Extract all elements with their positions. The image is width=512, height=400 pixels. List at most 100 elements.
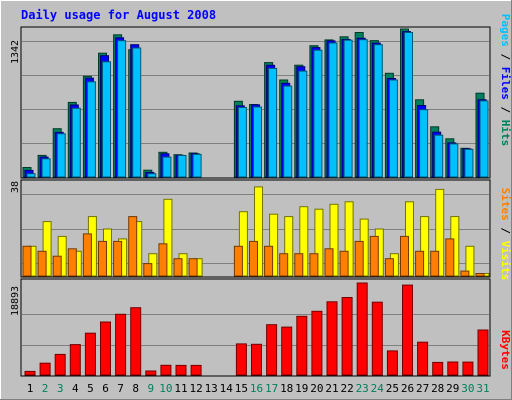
bar-pages-day-5	[86, 81, 96, 178]
bar-sites-day-26	[400, 235, 409, 277]
bar-kbytes-day-11	[175, 364, 187, 376]
bar-kbytes-day-20	[311, 310, 323, 376]
bar-pages-day-21	[328, 42, 338, 178]
x-tick-label-day-1: 1	[27, 382, 34, 395]
legend-kbytes: KBytes	[499, 330, 512, 370]
x-tick-label-day-31: 31	[476, 382, 489, 395]
bar-visits-day-15	[238, 211, 248, 277]
x-tick-label-day-29: 29	[446, 382, 459, 395]
bar-sites-day-10	[158, 243, 168, 277]
bar-visits-day-28	[435, 188, 445, 277]
bar-kbytes-day-15	[235, 343, 247, 376]
bar-pages-day-26	[404, 32, 413, 178]
x-tick-label-day-5: 5	[87, 382, 94, 395]
bar-kbytes-day-1	[24, 370, 36, 376]
bar-kbytes-day-18	[281, 326, 293, 376]
bar-sites-day-11	[173, 258, 183, 277]
x-tick-label-day-7: 7	[117, 382, 124, 395]
bar-pages-day-20	[313, 49, 323, 178]
bar-kbytes-day-12	[190, 364, 202, 376]
bar-kbytes-day-29	[447, 361, 459, 376]
bar-visits-day-27	[420, 216, 430, 277]
ymax-label-visits: 38	[10, 181, 21, 193]
bar-kbytes-day-17	[266, 324, 278, 376]
bar-pages-day-24	[373, 44, 383, 178]
bar-visits-day-21	[329, 203, 339, 277]
bar-sites-day-2	[37, 250, 47, 277]
bar-kbytes-day-10	[160, 364, 172, 376]
bar-pages-day-19	[298, 70, 308, 178]
bar-sites-day-25	[384, 258, 394, 277]
bars-kbytes	[24, 282, 489, 376]
bar-pages-day-9	[147, 173, 157, 178]
bar-kbytes-day-28	[432, 361, 444, 376]
x-tick-label-day-11: 11	[174, 382, 187, 395]
x-tick-label-day-16: 16	[250, 382, 263, 395]
x-tick-label-day-13: 13	[205, 382, 218, 395]
bar-kbytes-day-26	[402, 284, 413, 376]
legend-pages: Pages	[499, 14, 512, 47]
x-tick-label-day-19: 19	[295, 382, 308, 395]
bar-pages-day-29	[449, 143, 459, 178]
bar-pages-day-12	[192, 153, 202, 178]
bar-pages-day-1	[26, 173, 36, 178]
x-tick-label-day-30: 30	[461, 382, 474, 395]
bar-pages-day-3	[56, 133, 66, 178]
bar-pages-day-4	[71, 107, 81, 178]
bar-pages-day-16	[253, 106, 262, 178]
bar-pages-day-28	[434, 134, 444, 178]
legend-sites: Sites	[499, 188, 512, 221]
bar-pages-day-25	[388, 79, 398, 178]
bar-pages-day-6	[102, 61, 111, 178]
bar-visits-day-17	[269, 213, 279, 277]
x-tick-label-day-26: 26	[401, 382, 414, 395]
bar-kbytes-day-2	[39, 362, 51, 376]
x-tick-label-day-3: 3	[57, 382, 64, 395]
bar-sites-day-1	[22, 245, 32, 277]
bar-sites-day-3	[52, 255, 62, 277]
bar-visits-day-22	[344, 201, 354, 277]
bar-sites-day-29	[445, 238, 455, 277]
bar-visits-day-20	[314, 208, 324, 277]
x-tick-label-day-23: 23	[356, 382, 369, 395]
x-tick-label-day-18: 18	[280, 382, 293, 395]
bar-pages-day-23	[358, 39, 368, 178]
chart-title: Daily usage for August 2008	[21, 8, 216, 22]
bar-sites-day-4	[67, 248, 77, 277]
bars-hits-files-pages	[22, 28, 489, 178]
bar-visits-day-16	[254, 186, 263, 277]
bar-kbytes-day-4	[69, 344, 81, 376]
legend-sites-visits: Sites / Visits	[499, 188, 512, 281]
bar-sites-day-6	[98, 240, 107, 277]
bar-sites-day-31	[475, 273, 485, 277]
bar-kbytes-day-21	[326, 301, 338, 376]
bar-pages-day-11	[177, 155, 187, 178]
bar-pages-day-27	[419, 109, 429, 178]
x-tick-label-day-14: 14	[220, 382, 234, 395]
bar-kbytes-day-24	[371, 301, 383, 376]
bar-pages-day-31	[479, 100, 489, 178]
bar-sites-day-16	[249, 240, 258, 277]
x-axis-day-labels: 1 2 3 4 5 6 7 8 9 10 11 12 13 14 15 16 17 18 19 20 21 22 23 24 2…	[27, 382, 490, 395]
x-tick-label-day-17: 17	[265, 382, 278, 395]
bar-kbytes-day-6	[100, 321, 111, 376]
bar-pages-day-8	[132, 47, 142, 178]
bar-kbytes-day-8	[130, 307, 142, 376]
x-tick-label-day-12: 12	[189, 382, 202, 395]
bar-sites-day-7	[113, 240, 123, 277]
bar-sites-day-18	[279, 253, 289, 277]
bar-pages-day-17	[268, 67, 278, 178]
x-tick-label-day-2: 2	[42, 382, 49, 395]
x-tick-label-day-15: 15	[235, 382, 248, 395]
bar-sites-day-15	[233, 245, 243, 277]
bar-pages-day-7	[117, 40, 127, 178]
bar-visits-day-30	[465, 245, 475, 277]
x-tick-label-day-21: 21	[325, 382, 338, 395]
bar-kbytes-day-22	[341, 297, 353, 376]
bar-pages-day-22	[343, 39, 353, 178]
bar-sites-day-22	[339, 250, 349, 277]
bar-sites-day-9	[143, 263, 153, 277]
bar-kbytes-day-7	[115, 313, 127, 376]
bar-kbytes-day-5	[84, 332, 96, 376]
bar-kbytes-day-3	[54, 353, 66, 376]
